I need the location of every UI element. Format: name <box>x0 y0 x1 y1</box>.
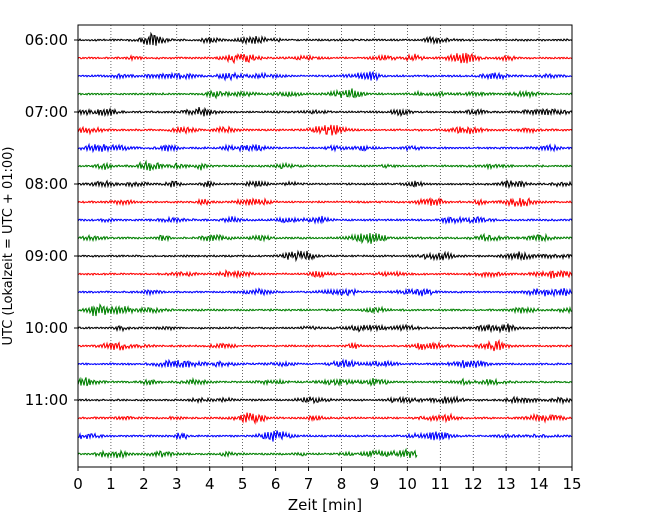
x-tick-label: 5 <box>238 475 248 493</box>
x-tick-label: 8 <box>337 475 347 493</box>
y-tick-label: 08:00 <box>25 175 68 193</box>
trace-line <box>77 179 573 190</box>
x-tick-label: 2 <box>139 475 149 493</box>
trace-line <box>77 88 573 100</box>
trace-group <box>77 31 573 460</box>
trace-line <box>77 358 573 369</box>
trace-line <box>77 268 573 280</box>
x-tick-label: 7 <box>304 475 314 493</box>
plot-area <box>78 25 572 467</box>
trace-line <box>77 412 573 425</box>
x-tick-label: 15 <box>562 475 581 493</box>
x-axis-ticks: 0 1 2 3 4 5 6 7 8 9 10 11 12 13 14 15 <box>73 467 582 493</box>
trace-line <box>77 338 573 352</box>
x-tick-label: 9 <box>370 475 380 493</box>
trace-line <box>77 232 573 245</box>
x-tick-label: 11 <box>431 475 450 493</box>
x-tick-label: 4 <box>205 475 215 493</box>
trace-line <box>77 142 573 154</box>
trace-line <box>77 430 573 442</box>
trace-line <box>77 395 573 405</box>
x-tick-label: 0 <box>73 475 83 493</box>
trace-line <box>77 249 573 263</box>
trace-line <box>77 323 573 334</box>
x-tick-label: 14 <box>530 475 549 493</box>
x-axis-label: Zeit [min] <box>288 496 362 514</box>
x-tick-label: 3 <box>172 475 182 493</box>
y-tick-label: 10:00 <box>25 319 68 337</box>
y-tick-label: 09:00 <box>25 247 68 265</box>
x-tick-label: 6 <box>271 475 281 493</box>
y-axis-ticks: 06:00 07:00 08:00 09:00 10:00 11:00 <box>25 31 78 409</box>
x-tick-label: 1 <box>106 475 116 493</box>
trace-line <box>77 303 573 317</box>
trace-line <box>77 159 573 171</box>
plot-frame <box>77 24 573 468</box>
trace-line <box>77 197 573 208</box>
trace-line <box>77 215 573 225</box>
x-tick-label: 12 <box>464 475 483 493</box>
x-tick-label: 13 <box>497 475 516 493</box>
y-tick-label: 11:00 <box>25 391 68 409</box>
trace-line <box>77 52 573 65</box>
trace-line <box>77 376 573 387</box>
y-axis-label: UTC (Lokalzeit = UTC + 01:00) <box>1 147 16 346</box>
y-tick-label: 07:00 <box>25 103 68 121</box>
trace-line <box>77 106 573 118</box>
trace-line <box>77 70 573 82</box>
trace-line <box>77 447 418 460</box>
trace-line <box>77 31 573 46</box>
y-tick-label: 06:00 <box>25 31 68 49</box>
trace-line <box>77 124 573 136</box>
x-tick-label: 10 <box>398 475 417 493</box>
trace-line <box>77 287 573 298</box>
